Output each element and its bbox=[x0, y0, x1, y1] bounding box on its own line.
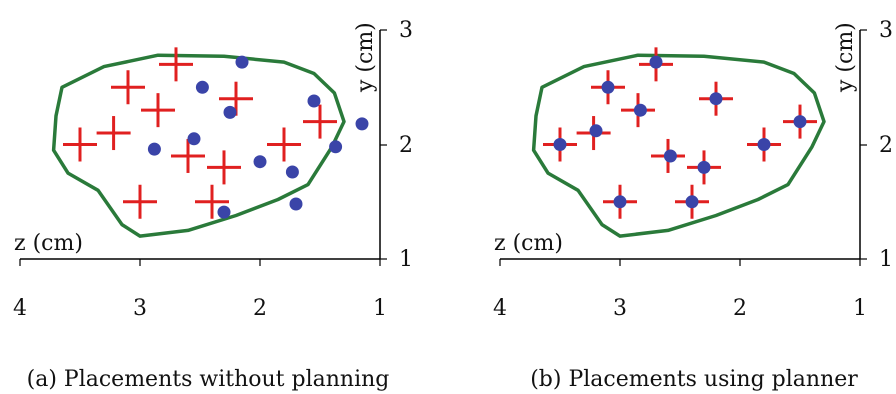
panel-b-ytick-label: 2 bbox=[879, 133, 893, 158]
placement-marker bbox=[697, 160, 711, 174]
placement-marker bbox=[187, 132, 201, 146]
panel-b-xtick-label: 4 bbox=[493, 296, 507, 321]
panel-a-ytick-label: 2 bbox=[399, 133, 413, 158]
panel-b-xtick-label: 3 bbox=[613, 296, 627, 321]
panel-b-marks-layer bbox=[543, 47, 817, 219]
placement-marker bbox=[307, 94, 321, 108]
target-marker bbox=[159, 47, 193, 82]
target-marker bbox=[171, 138, 205, 173]
panel-b: 4 3 2 1 3 2 1 z (cm) y (cm) (b) Placemen… bbox=[493, 18, 893, 392]
panel-b-xtick-label: 1 bbox=[853, 296, 867, 321]
placement-marker bbox=[147, 142, 161, 156]
target-marker bbox=[96, 116, 131, 151]
placement-marker bbox=[235, 55, 249, 69]
placement-marker bbox=[223, 105, 237, 119]
panel-a-xtick-label: 3 bbox=[133, 296, 147, 321]
target-marker bbox=[303, 104, 337, 139]
placement-marker bbox=[613, 195, 627, 209]
target-marker bbox=[207, 150, 241, 185]
panel-a-ytick-label: 1 bbox=[399, 247, 413, 272]
panel-a-y-axis-label: y (cm) bbox=[353, 22, 378, 93]
placement-marker bbox=[553, 138, 567, 151]
placement-marker bbox=[217, 205, 231, 219]
panel-b-caption: (b) Placements using planner bbox=[530, 367, 858, 392]
panel-a-x-axis-label: z (cm) bbox=[14, 231, 83, 256]
placement-marker bbox=[195, 80, 209, 94]
workspace-boundary bbox=[531, 53, 826, 238]
placement-marker bbox=[649, 55, 663, 69]
placement-marker bbox=[633, 103, 647, 117]
placement-marker bbox=[793, 115, 807, 129]
target-marker bbox=[123, 184, 157, 219]
workspace-boundary bbox=[51, 53, 346, 238]
target-marker bbox=[195, 184, 229, 219]
placement-marker bbox=[685, 195, 699, 209]
panel-a-caption: (a) Placements without planning bbox=[27, 367, 390, 392]
panel-a: 4 3 2 1 3 2 1 z (cm) y (cm) (a) Placemen… bbox=[13, 18, 413, 392]
panel-b-ytick-label: 1 bbox=[879, 247, 893, 272]
placement-marker bbox=[329, 140, 343, 154]
target-marker bbox=[141, 93, 175, 128]
panel-a-boundary-layer bbox=[51, 53, 346, 238]
placement-marker bbox=[601, 80, 615, 94]
placement-marker bbox=[289, 197, 303, 211]
placement-marker bbox=[285, 165, 299, 179]
panel-b-ytick-label: 3 bbox=[879, 18, 893, 43]
target-marker bbox=[267, 127, 301, 162]
panel-b-y-axis-label: y (cm) bbox=[833, 22, 858, 93]
placement-marker bbox=[589, 124, 603, 138]
placement-marker bbox=[253, 155, 267, 169]
placement-marker bbox=[663, 149, 677, 163]
target-marker bbox=[111, 70, 145, 105]
panel-a-xtick-label: 4 bbox=[13, 296, 27, 321]
target-marker bbox=[63, 127, 97, 162]
placement-marker bbox=[757, 138, 771, 151]
placement-marker bbox=[355, 117, 369, 131]
panel-a-xtick-label: 1 bbox=[373, 296, 387, 321]
placement-marker bbox=[709, 92, 723, 106]
panel-a-ytick-label: 3 bbox=[399, 18, 413, 43]
panel-a-xtick-label: 2 bbox=[253, 296, 267, 321]
panel-a-marks-layer bbox=[63, 47, 369, 219]
panel-b-xtick-label: 2 bbox=[733, 296, 747, 321]
panel-b-x-axis-label: z (cm) bbox=[494, 231, 563, 256]
panel-b-boundary-layer bbox=[531, 53, 826, 238]
